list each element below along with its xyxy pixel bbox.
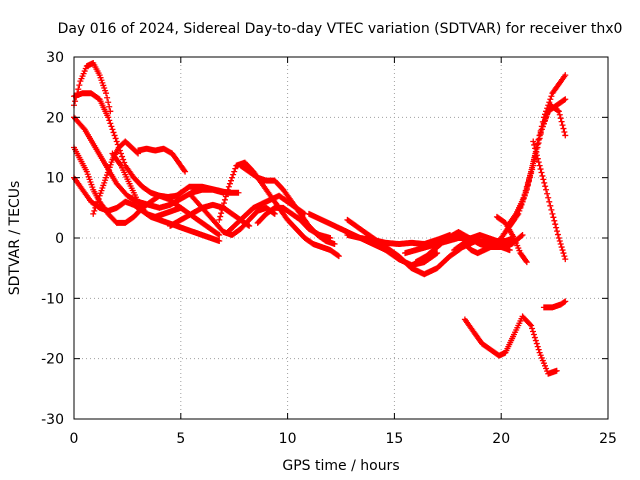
y-tick-label: -20: [41, 352, 64, 368]
data-point-markers: [109, 150, 184, 220]
data-point-markers: [344, 231, 453, 248]
axis-ticks: 0 5 10 15 20 25 -30 -20 -10 0 10 20 30: [41, 50, 617, 447]
data-point-markers: [188, 192, 278, 238]
data-point-markers: [254, 204, 334, 241]
x-tick-label: 0: [70, 431, 79, 447]
series-arc6: [90, 138, 142, 217]
data-point-markers: [461, 235, 505, 257]
data-points: [71, 60, 569, 377]
data-point-markers: [90, 138, 142, 217]
data-point-markers: [530, 138, 569, 263]
y-tick-label: 10: [46, 171, 64, 187]
y-tick-label: -10: [41, 291, 64, 307]
data-point-markers: [173, 183, 242, 199]
series-arc7: [109, 150, 184, 220]
series-arc8: [135, 145, 189, 175]
y-tick-label: 20: [46, 110, 64, 126]
data-point-markers: [461, 313, 560, 377]
y-tick-label: -30: [41, 412, 64, 428]
series-arc22: [461, 235, 505, 257]
series-arc29: [540, 298, 569, 311]
y-tick-label: 0: [55, 231, 64, 247]
y-axis-label: SDTVAR / TECUs: [7, 181, 23, 296]
y-tick-label: 30: [46, 50, 64, 66]
x-axis-label: GPS time / hours: [282, 458, 399, 474]
x-tick-label: 10: [279, 431, 297, 447]
series-arc18: [344, 231, 453, 248]
data-point-markers: [504, 102, 569, 229]
chart-title: Day 016 of 2024, Sidereal Day-to-day VTE…: [58, 21, 623, 37]
series-arc15: [254, 204, 334, 241]
data-point-markers: [135, 145, 189, 175]
series-arc26: [504, 102, 569, 229]
x-tick-label: 5: [176, 431, 185, 447]
x-tick-label: 25: [599, 431, 617, 447]
x-tick-label: 20: [492, 431, 510, 447]
series-arc27: [530, 138, 569, 263]
data-point-markers: [540, 298, 569, 311]
series-arc10: [173, 183, 242, 199]
series-arc11: [188, 192, 278, 238]
x-tick-label: 15: [385, 431, 403, 447]
series-arc28: [461, 313, 560, 377]
